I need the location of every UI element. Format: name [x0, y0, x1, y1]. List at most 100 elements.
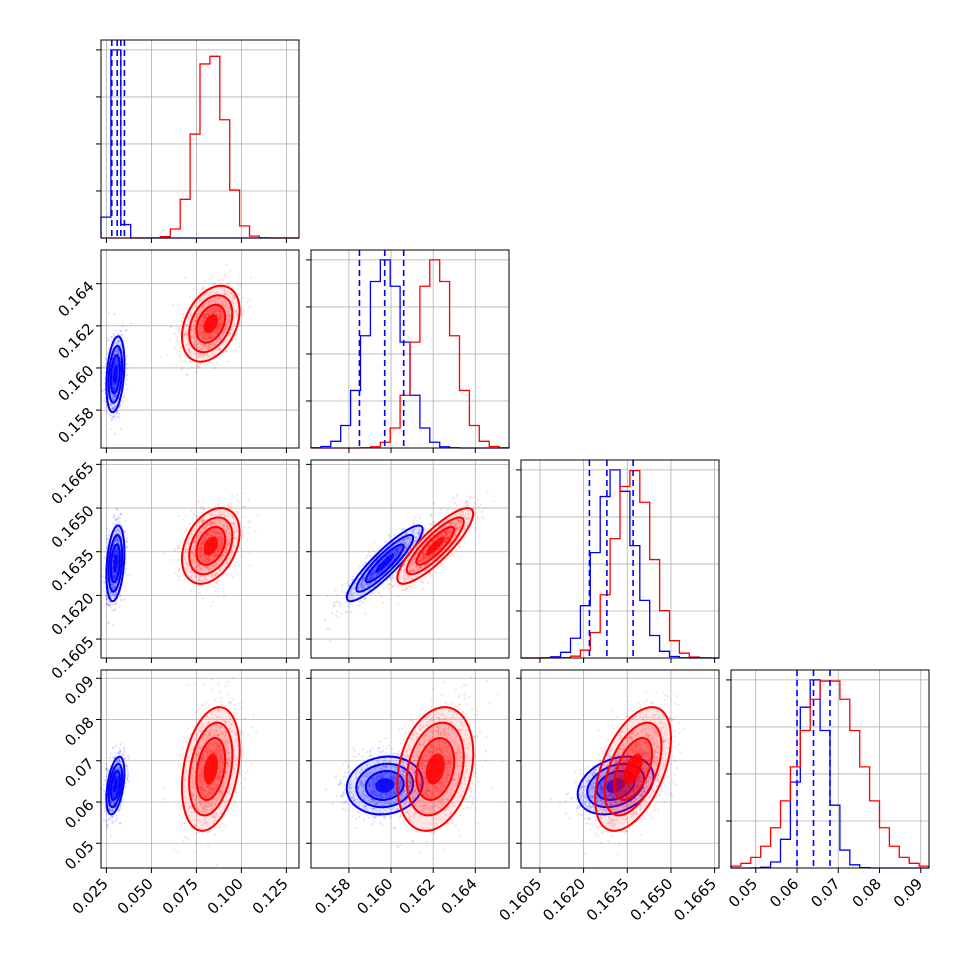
scatter-point	[117, 348, 120, 351]
scatter-point	[218, 347, 221, 351]
scatter-point	[187, 316, 190, 320]
scatter-point	[203, 364, 206, 367]
scatter-point	[220, 317, 223, 320]
scatter-point	[232, 523, 235, 526]
scatter-point	[113, 395, 116, 398]
scatter-point	[116, 358, 119, 361]
scatter-point	[211, 565, 214, 568]
scatter-point	[117, 348, 120, 351]
scatter-point	[222, 330, 225, 333]
scatter-point	[124, 571, 127, 574]
scatter-point	[201, 331, 205, 335]
scatter-point	[211, 565, 214, 568]
scatter-point	[107, 601, 110, 604]
scatter-point	[116, 363, 119, 366]
scatter-point	[175, 364, 178, 367]
scatter-point	[231, 515, 234, 518]
scatter-point	[226, 315, 230, 318]
scatter-point	[233, 537, 237, 540]
scatter-point	[117, 527, 121, 530]
scatter-point	[112, 382, 115, 385]
scatter-point	[112, 575, 116, 578]
scatter-point	[113, 362, 116, 365]
scatter-point	[205, 531, 209, 535]
scatter-point	[225, 574, 228, 577]
scatter-point	[115, 349, 118, 353]
scatter-point	[216, 547, 220, 550]
scatter-point	[211, 334, 214, 338]
scatter-point	[233, 546, 236, 550]
scatter-point	[119, 522, 122, 526]
scatter-point	[227, 512, 230, 515]
scatter-point	[474, 527, 477, 530]
scatter-point	[203, 537, 206, 541]
scatter-point	[215, 562, 218, 566]
scatter-point	[198, 298, 201, 301]
scatter-point	[341, 584, 344, 587]
scatter-point	[206, 352, 209, 355]
scatter-point	[111, 407, 115, 410]
scatter-point	[113, 361, 117, 364]
scatter-point	[203, 345, 206, 348]
scatter-point	[226, 313, 229, 316]
scatter-point	[126, 387, 129, 390]
scatter-point	[121, 324, 125, 327]
scatter-point	[226, 319, 230, 322]
scatter-point	[116, 539, 119, 542]
scatter-point	[194, 320, 197, 323]
scatter-point	[227, 542, 231, 545]
scatter-point	[346, 582, 349, 585]
scatter-point	[236, 499, 239, 502]
scatter-point	[220, 537, 223, 540]
scatter-point	[207, 336, 210, 340]
scatter-point	[366, 554, 369, 557]
scatter-point	[194, 319, 198, 322]
scatter-point	[116, 347, 119, 350]
scatter-point	[116, 518, 119, 521]
scatter-point	[208, 336, 212, 339]
scatter-point	[195, 371, 198, 374]
scatter-point	[116, 548, 119, 551]
scatter-point	[217, 300, 220, 303]
scatter-point	[201, 306, 204, 309]
scatter-point	[116, 541, 119, 544]
scatter-point	[225, 530, 228, 534]
scatter-point	[208, 530, 211, 533]
scatter-point	[114, 360, 117, 363]
scatter-point	[111, 406, 114, 409]
scatter-point	[114, 329, 117, 332]
scatter-point	[112, 387, 115, 391]
scatter-point	[204, 526, 207, 530]
scatter-point	[236, 560, 239, 563]
scatter-point	[112, 407, 115, 410]
scatter-point	[228, 316, 232, 319]
scatter-point	[226, 319, 229, 322]
scatter-point	[205, 578, 208, 581]
scatter-point	[198, 549, 201, 552]
scatter-point	[224, 349, 228, 353]
scatter-point	[200, 323, 203, 326]
scatter-point	[120, 344, 123, 347]
scatter-point	[227, 306, 230, 309]
scatter-point	[209, 355, 212, 358]
scatter-point	[202, 508, 205, 511]
scatter-point	[108, 604, 111, 607]
scatter-point	[111, 570, 114, 573]
scatter-point	[122, 339, 126, 342]
scatter-point	[205, 312, 208, 316]
scatter-point	[193, 556, 196, 559]
scatter-point	[217, 327, 220, 330]
scatter-point	[114, 549, 117, 552]
scatter-point	[198, 591, 201, 595]
scatter-point	[226, 325, 229, 328]
scatter-point	[201, 329, 204, 332]
scatter-point	[112, 584, 115, 587]
scatter-point	[481, 516, 484, 519]
scatter-point	[115, 350, 118, 353]
scatter-point	[413, 522, 416, 525]
scatter-point	[224, 528, 227, 531]
scatter-point	[211, 311, 215, 314]
scatter-point	[113, 586, 116, 590]
scatter-point	[218, 336, 221, 339]
scatter-point	[224, 327, 227, 331]
